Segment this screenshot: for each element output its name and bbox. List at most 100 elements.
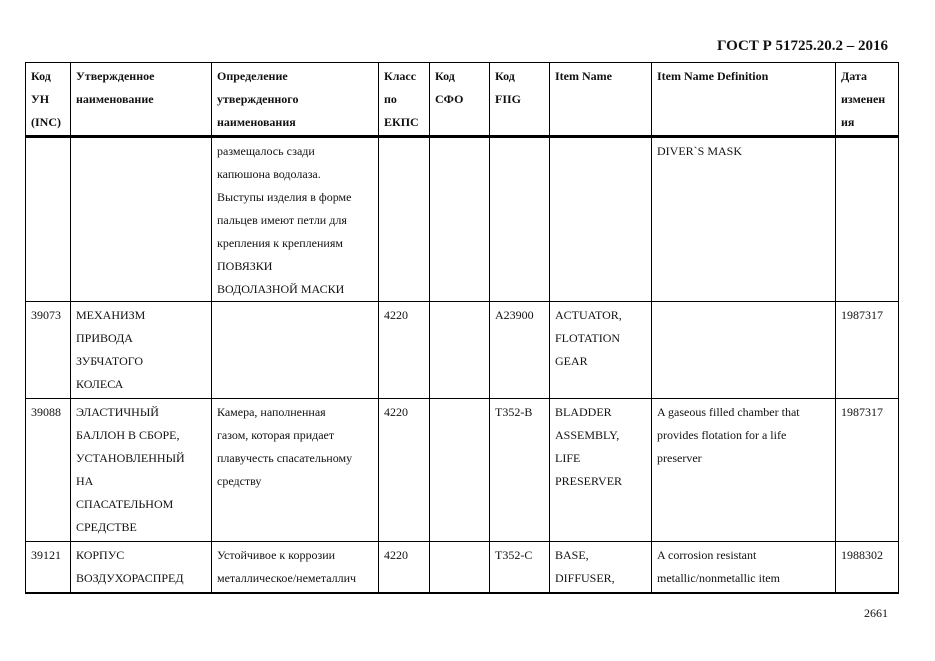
header-text-line: по <box>384 92 397 106</box>
cell-text-line: МЕХАНИЗМ <box>76 308 146 322</box>
cell-name-definition: Устойчивое к коррозии металлическое/немет… <box>211 541 379 594</box>
cell-item-name-definition: DIVER`S MASK <box>651 136 836 302</box>
cell-inc-code: 39088 <box>25 398 71 542</box>
cell-item-name: BASE, DIFFUSER, <box>549 541 652 594</box>
header-text-line: УН <box>31 92 50 106</box>
table-row: 39121 КОРПУС ВОЗДУХОРАСПРЕД Устойчивое к ко… <box>25 541 899 594</box>
cell-text-line: A23900 <box>495 308 534 322</box>
cell-text-line: A gaseous filled chamber that <box>657 405 800 419</box>
cell-inc-code: 39121 <box>25 541 71 594</box>
header-text-line: ия <box>841 115 855 129</box>
cell-text-line: УСТАНОВЛЕННЫЙ <box>76 451 185 465</box>
cell-name-definition <box>211 301 379 399</box>
cell-item-name <box>549 136 652 302</box>
header-text-line: Утвержденное <box>76 69 155 83</box>
cell-fiig-code: T352-C <box>489 541 550 594</box>
cell-text-line: 1987317 <box>841 405 883 419</box>
cell-text-line: 39088 <box>31 405 61 419</box>
cell-text-line: metallic/nonmetallic item <box>657 571 780 585</box>
cell-text-line: 4220 <box>384 548 408 562</box>
cell-change-date <box>835 136 899 302</box>
cell-text-line: ACTUATOR, <box>555 308 622 322</box>
column-header-item-name-definition: Item Name Definition <box>651 62 836 138</box>
cell-fiig-code: T352-B <box>489 398 550 542</box>
header-text-line: (INC) <box>31 115 61 129</box>
cell-text-line: 4220 <box>384 405 408 419</box>
cell-fiig-code <box>489 136 550 302</box>
cell-sfo-code <box>429 136 490 302</box>
cell-text-line: 39121 <box>31 548 61 562</box>
cell-text-line: средству <box>217 474 262 488</box>
cell-text-line: СРЕДСТВЕ <box>76 520 137 534</box>
header-text-line: наименование <box>76 92 154 106</box>
cell-text-line: FLOTATION <box>555 331 621 345</box>
header-text-line: утвержденного <box>217 92 299 106</box>
table-row: 39088 ЭЛАСТИЧНЫЙ БАЛЛОН В СБОРЕ, УСТАНОВЛЕН… <box>25 398 899 542</box>
column-header-fiig-code: Код FIIG <box>489 62 550 138</box>
cell-ekps-class: 4220 <box>378 398 430 542</box>
header-text-line: ЕКПС <box>384 115 419 129</box>
cell-text-line: BASE, <box>555 548 589 562</box>
cell-text-line: ЗУБЧАТОГО <box>76 354 144 368</box>
cell-text-line: Выступы изделия в форме <box>217 190 352 204</box>
cell-name-definition: размещалось сзади капюшона водолаза. Высту… <box>211 136 379 302</box>
header-text-line: Код <box>31 69 51 83</box>
cell-text-line: размещалось сзади <box>217 144 315 158</box>
header-text-line: Код <box>495 69 515 83</box>
cell-text-line: ВОЗДУХОРАСПРЕД <box>76 571 184 585</box>
column-header-sfo-code: Код СФО <box>429 62 490 138</box>
cell-name-definition: Камера, наполненная газом, которая придае… <box>211 398 379 542</box>
header-text-line: Дата <box>841 69 867 83</box>
page-number: 2661 <box>864 606 888 620</box>
cell-inc-code: 39073 <box>25 301 71 399</box>
header-text-line: СФО <box>435 92 464 106</box>
cell-text-line: ASSEMBLY, <box>555 428 620 442</box>
cell-text-line: BLADDER <box>555 405 612 419</box>
cell-text-line: капюшона водолаза. <box>217 167 321 181</box>
cell-text-line: газом, которая придает <box>217 428 335 442</box>
cell-text-line: DIFFUSER, <box>555 571 615 585</box>
cell-inc-code <box>25 136 71 302</box>
cell-item-name: BLADDER ASSEMBLY, LIFE PRESERVER <box>549 398 652 542</box>
table-header-row: Код УН (INC) Утвержденное наименование Опреде… <box>25 62 899 138</box>
cell-text-line: ПРИВОДА <box>76 331 133 345</box>
column-header-approved-name: Утвержденное наименование <box>70 62 212 138</box>
column-header-inc-code: Код УН (INC) <box>25 62 71 138</box>
cell-sfo-code <box>429 398 490 542</box>
header-text-line: FIIG <box>495 92 522 106</box>
table-row: размещалось сзади капюшона водолаза. Высту… <box>25 136 899 302</box>
cell-text-line: пальцев имеют петли для <box>217 213 347 227</box>
cell-text-line: КОЛЕСА <box>76 377 124 391</box>
cell-change-date: 1988302 <box>835 541 899 594</box>
cell-text-line: provides flotation for a life <box>657 428 787 442</box>
cell-item-name: ACTUATOR, FLOTATION GEAR <box>549 301 652 399</box>
cell-text-line: ЭЛАСТИЧНЫЙ <box>76 405 159 419</box>
table-row: 39073 МЕХАНИЗМ ПРИВОДА ЗУБЧАТОГО КОЛЕСА 4220 A… <box>25 301 899 399</box>
cell-text-line: СПАСАТЕЛЬНОМ <box>76 497 174 511</box>
cell-text-line: плавучесть спасательному <box>217 451 353 465</box>
cell-text-line: НА <box>76 474 94 488</box>
cell-approved-name: МЕХАНИЗМ ПРИВОДА ЗУБЧАТОГО КОЛЕСА <box>70 301 212 399</box>
column-header-name-definition: Определение утвержденного наименования <box>211 62 379 138</box>
header-text-line: изменен <box>841 92 886 106</box>
cell-text-line: 39073 <box>31 308 61 322</box>
cell-item-name-definition: A corrosion resistant metallic/nonmetalli… <box>651 541 836 594</box>
cell-text-line: ПОВЯЗКИ <box>217 259 273 273</box>
cell-approved-name <box>70 136 212 302</box>
cell-text-line: металлическое/неметаллич <box>217 571 357 585</box>
cell-sfo-code <box>429 541 490 594</box>
cell-text-line: DIVER`S MASK <box>657 144 743 158</box>
cell-text-line: Устойчивое к коррозии <box>217 548 336 562</box>
cell-text-line: крепления к креплениям <box>217 236 343 250</box>
cell-text-line: T352-C <box>495 548 533 562</box>
cell-ekps-class <box>378 136 430 302</box>
cell-ekps-class: 4220 <box>378 301 430 399</box>
cell-text-line: 1988302 <box>841 548 883 562</box>
cell-sfo-code <box>429 301 490 399</box>
cell-approved-name: ЭЛАСТИЧНЫЙ БАЛЛОН В СБОРЕ, УСТАНОВЛЕННЫЙ НА… <box>70 398 212 542</box>
cell-text-line: GEAR <box>555 354 588 368</box>
cell-text-line: ВОДОЛАЗНОЙ МАСКИ <box>217 282 345 296</box>
cell-text-line: 4220 <box>384 308 408 322</box>
cell-text-line: preserver <box>657 451 702 465</box>
header-text-line: Код <box>435 69 455 83</box>
